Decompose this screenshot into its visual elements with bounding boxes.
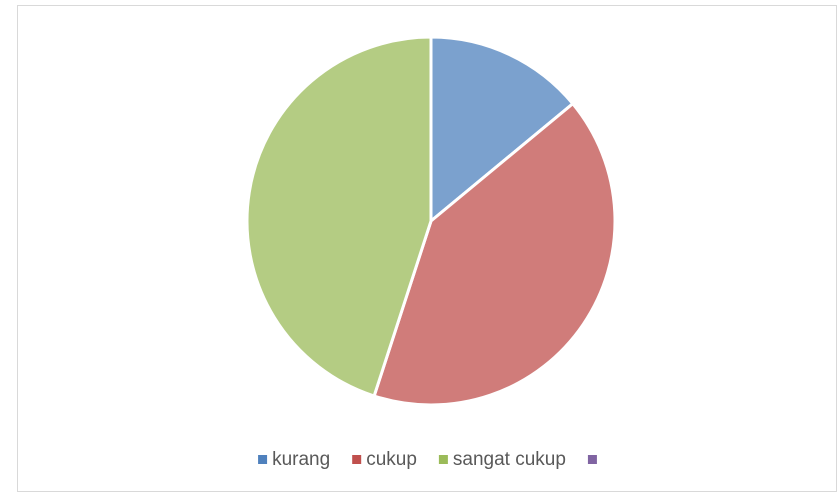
legend-marker: [587, 455, 597, 464]
legend-label: cukup: [366, 449, 417, 470]
legend-label: kurang: [272, 449, 330, 470]
legend-marker: [438, 455, 448, 464]
legend-marker: [352, 455, 362, 464]
pie-slice: [429, 35, 575, 225]
pie-slice: [245, 35, 433, 398]
legend-marker: [258, 455, 268, 464]
pie-slice: [372, 101, 617, 407]
legend-label: sangat cukup: [453, 449, 566, 470]
